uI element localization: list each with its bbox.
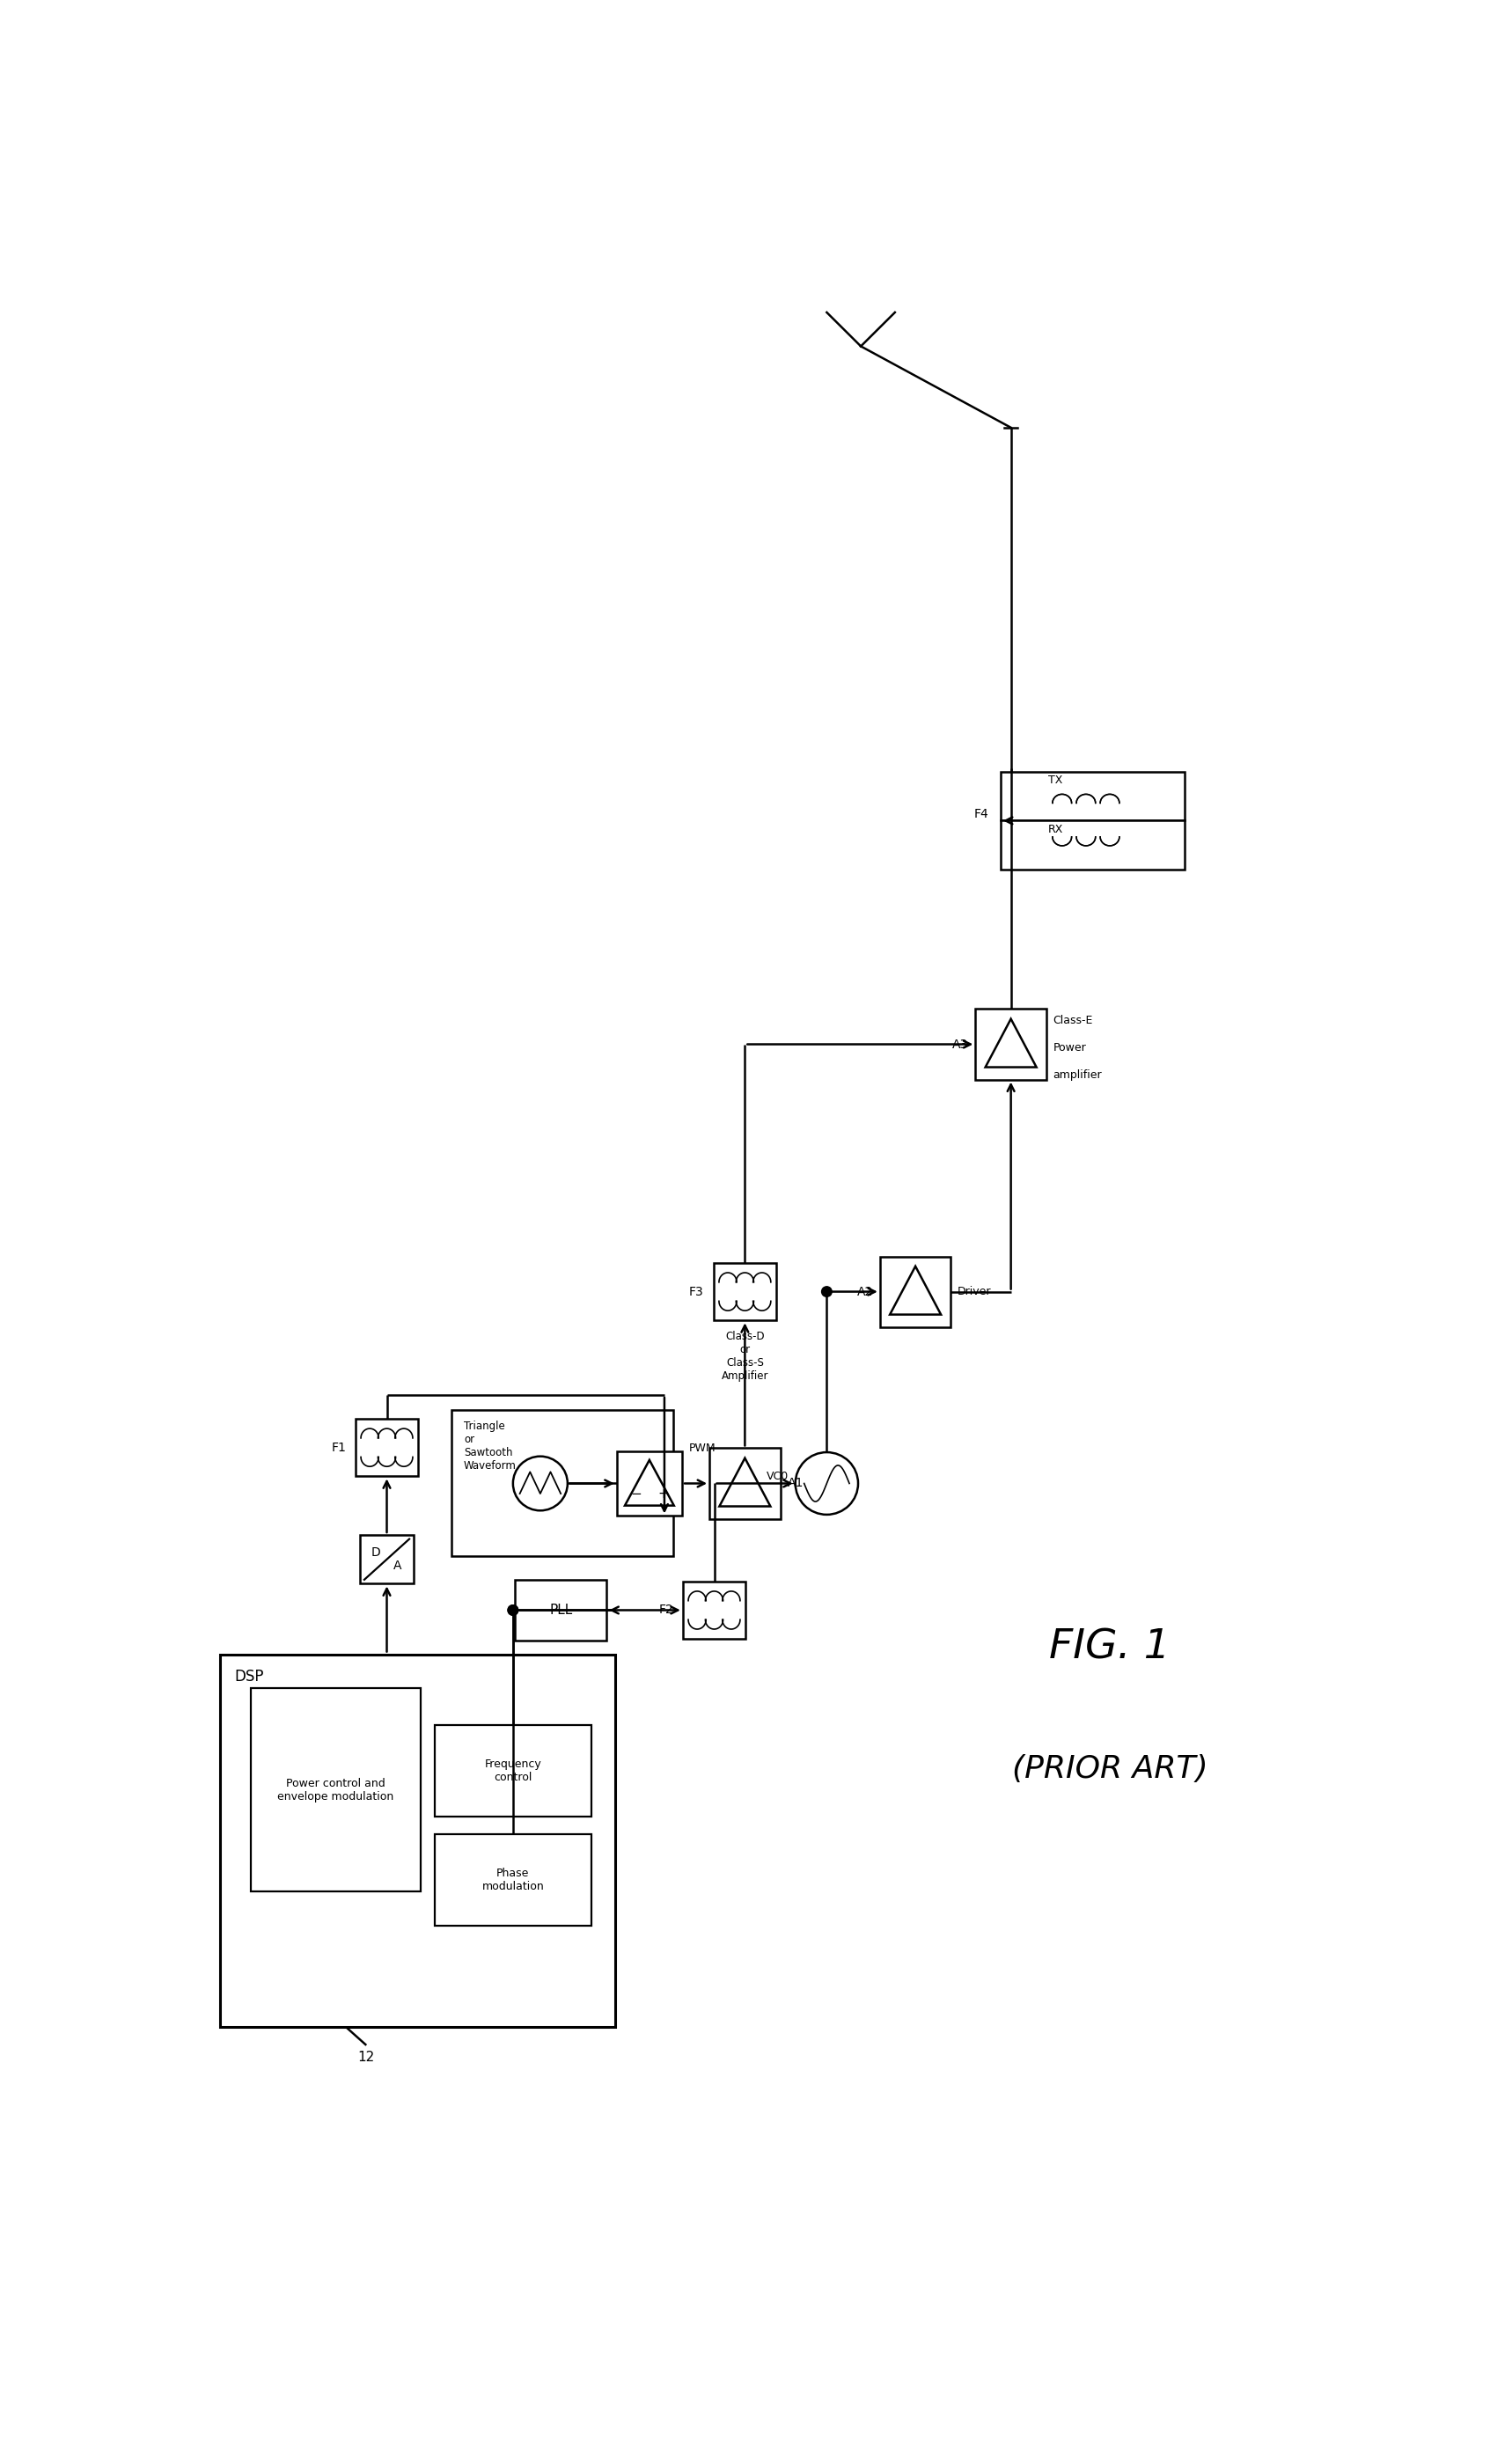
Text: +: + — [658, 1487, 668, 1501]
Bar — [434, 1726, 591, 1817]
Text: Frequency
control: Frequency control — [484, 1758, 541, 1782]
Bar — [434, 1834, 591, 1924]
Bar — [975, 1010, 1046, 1081]
Text: F3: F3 — [689, 1286, 705, 1298]
Circle shape — [513, 1457, 567, 1511]
Bar — [360, 1535, 413, 1584]
Bar — [514, 1579, 606, 1641]
Circle shape — [508, 1604, 519, 1616]
Text: TX: TX — [1048, 775, 1063, 787]
Polygon shape — [986, 1020, 1036, 1066]
Polygon shape — [624, 1460, 674, 1506]
Text: F4: F4 — [974, 807, 989, 819]
Text: Class-D
or
Class-S
Amplifier: Class-D or Class-S Amplifier — [721, 1330, 768, 1381]
Text: A1: A1 — [788, 1477, 803, 1489]
Text: F1: F1 — [331, 1443, 346, 1455]
Bar — [714, 1264, 776, 1320]
Bar — [1001, 822, 1185, 870]
Polygon shape — [720, 1457, 771, 1506]
Bar — [1001, 773, 1185, 822]
Text: FIG. 1: FIG. 1 — [1049, 1628, 1170, 1667]
Circle shape — [821, 1286, 832, 1296]
Text: PLL: PLL — [549, 1604, 572, 1616]
Text: PWM: PWM — [689, 1443, 715, 1455]
Bar — [219, 1655, 615, 2027]
Bar — [617, 1450, 682, 1516]
Text: (PRIOR ART): (PRIOR ART) — [1012, 1756, 1208, 1785]
Text: D: D — [370, 1545, 381, 1560]
Text: VC0: VC0 — [767, 1472, 789, 1482]
Text: Power control and
envelope modulation: Power control and envelope modulation — [277, 1778, 393, 1802]
Circle shape — [508, 1604, 519, 1616]
Text: amplifier: amplifier — [1054, 1068, 1102, 1081]
Text: F2: F2 — [659, 1604, 673, 1616]
Text: Class-E: Class-E — [1054, 1015, 1093, 1027]
Bar — [251, 1687, 420, 1892]
Text: −: − — [631, 1487, 641, 1501]
Circle shape — [795, 1452, 859, 1513]
Bar — [709, 1447, 780, 1518]
Text: A3: A3 — [953, 1039, 969, 1051]
Text: RX: RX — [1048, 824, 1063, 836]
Bar — [683, 1582, 745, 1638]
Polygon shape — [891, 1267, 940, 1315]
Text: Power: Power — [1054, 1042, 1087, 1054]
Text: Phase
modulation: Phase modulation — [482, 1868, 544, 1892]
Text: 12: 12 — [358, 2051, 375, 2064]
Text: A: A — [393, 1560, 402, 1572]
Text: Driver: Driver — [957, 1286, 992, 1298]
Bar — [880, 1257, 951, 1328]
Text: A2: A2 — [857, 1286, 872, 1298]
Text: Triangle
or
Sawtooth
Waveform: Triangle or Sawtooth Waveform — [464, 1421, 517, 1472]
Bar — [452, 1411, 673, 1555]
Text: DSP: DSP — [234, 1670, 265, 1685]
Bar — [355, 1418, 419, 1477]
